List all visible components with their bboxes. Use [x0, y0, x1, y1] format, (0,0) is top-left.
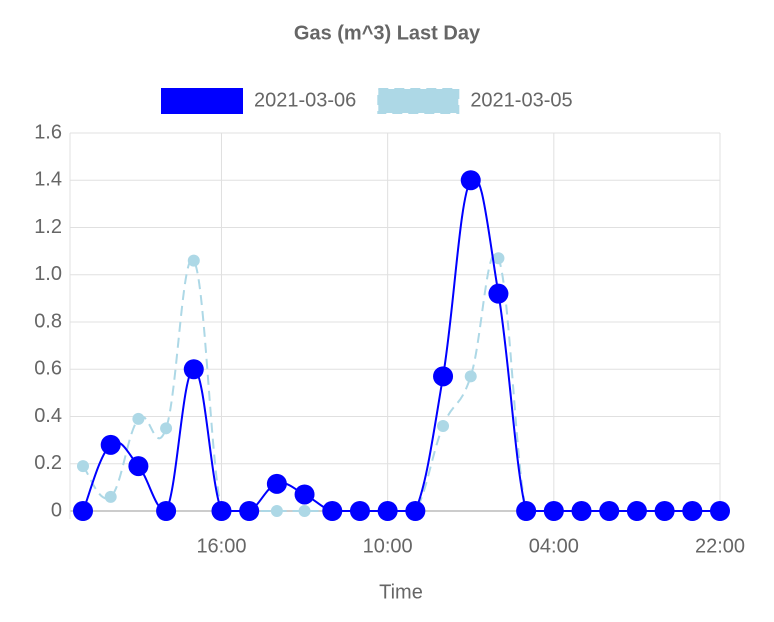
- data-point: [100, 434, 121, 455]
- data-point: [104, 490, 117, 503]
- data-point: [377, 501, 398, 521]
- data-point: [516, 501, 537, 521]
- data-point: [270, 505, 283, 517]
- data-point: [187, 254, 200, 267]
- y-tick-label: 0.4: [34, 405, 62, 427]
- y-tick-label: 1.0: [34, 263, 62, 285]
- data-point: [322, 501, 343, 521]
- y-tick-label: 0: [51, 499, 62, 521]
- data-point: [543, 501, 564, 521]
- data-point: [488, 283, 509, 304]
- legend-label: 2021-03-05: [470, 89, 572, 111]
- y-tick-label: 1.4: [34, 169, 62, 191]
- data-point: [156, 501, 177, 521]
- x-tick-label: 04:00: [529, 535, 579, 557]
- data-point: [77, 460, 89, 473]
- data-point: [294, 484, 315, 505]
- data-point: [654, 501, 675, 521]
- data-point: [492, 252, 505, 265]
- data-point: [266, 473, 287, 494]
- data-point: [128, 456, 149, 477]
- data-point: [405, 501, 426, 521]
- y-tick-label: 0.6: [34, 358, 62, 380]
- data-point: [211, 501, 232, 521]
- data-point: [239, 501, 260, 521]
- data-point: [626, 501, 647, 521]
- y-tick-label: 0.2: [34, 452, 62, 474]
- series-line: [82, 253, 720, 512]
- data-point: [132, 412, 145, 425]
- y-tick-label: 0.8: [34, 310, 62, 332]
- data-point: [682, 501, 703, 521]
- data-point: [433, 366, 454, 387]
- x-tick-label: 10:00: [363, 535, 413, 557]
- legend-swatch: [377, 88, 460, 114]
- data-point: [298, 505, 311, 517]
- x-tick-label: 16:00: [196, 535, 246, 557]
- chart-title: Gas (m^3) Last Day: [294, 22, 481, 44]
- data-point: [710, 501, 730, 521]
- data-point: [599, 501, 620, 521]
- data-point: [73, 501, 93, 521]
- data-point: [460, 170, 481, 191]
- legend-swatch: [161, 88, 243, 114]
- legend-label: 2021-03-06: [254, 89, 356, 111]
- x-axis-label: Time: [379, 581, 423, 603]
- data-point: [160, 422, 173, 435]
- data-point: [183, 359, 204, 380]
- data-point: [571, 501, 592, 521]
- y-tick-label: 1.2: [34, 216, 62, 238]
- data-point: [437, 419, 450, 432]
- y-tick-label: 1.6: [34, 121, 62, 143]
- data-point: [464, 370, 477, 383]
- x-tick-label: 22:00: [695, 535, 745, 557]
- data-point: [349, 501, 370, 521]
